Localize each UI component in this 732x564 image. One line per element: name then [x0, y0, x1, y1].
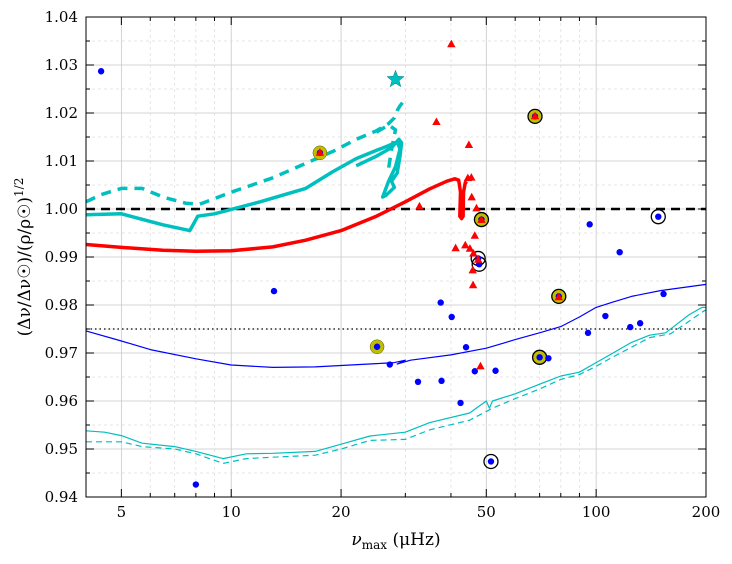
y-tick-label: 1.03 [45, 56, 78, 74]
blue-point [373, 343, 381, 350]
red-triangle-point [470, 231, 479, 239]
tick-labels: 5 10 20 50 100 200 0.94 0.95 0.96 0.97 0.98 0.99 1.0… [45, 8, 721, 521]
y-axis-title: (Δν/Δν☉)/(ρ/ρ☉)1/2 [12, 178, 35, 337]
red-triangle-point [473, 255, 483, 263]
red-triangle-point [468, 280, 478, 289]
series-line-cyan-thin-solid [85, 306, 706, 460]
red-triangle-point [467, 192, 476, 201]
blue-point [457, 399, 464, 407]
y-tick-label: 1.02 [45, 104, 78, 122]
red-triangle-point [415, 201, 424, 210]
blue-point [492, 367, 499, 374]
x-tick-label: 50 [477, 503, 496, 521]
grid [86, 17, 706, 497]
red-triangle-point [476, 361, 485, 370]
blue-point [438, 377, 445, 385]
blue-point [437, 299, 444, 306]
x-tick-label: 10 [222, 503, 241, 521]
y-tick-label: 1.01 [45, 152, 78, 170]
red-triangle-point [461, 240, 470, 249]
blue-point [462, 344, 470, 351]
blue-point [192, 481, 200, 488]
blue-point [602, 312, 609, 320]
y-tick-label: 0.97 [45, 344, 78, 362]
cyan-star-point [386, 69, 405, 88]
black-ring-point [551, 288, 567, 305]
x-tick-label: 100 [582, 503, 611, 521]
y-tick-label: 0.98 [45, 296, 78, 314]
red-triangle-point [554, 292, 563, 301]
x-axis-title: νmax (μHz) [351, 530, 440, 552]
series-line-blue-thin-solid [85, 283, 707, 368]
y-tick-label: 0.95 [45, 440, 78, 458]
y-tick-label: 0.94 [45, 488, 78, 506]
red-triangle-point [467, 173, 476, 181]
red-triangle-point [477, 215, 486, 223]
blue-point [660, 290, 667, 298]
red-triangle-point [465, 244, 475, 252]
red-triangle-point [447, 39, 456, 48]
series-line-cyan-thick-dashed-hook [375, 123, 398, 169]
y-tick-label: 1.00 [45, 200, 78, 218]
y-tick-label: 0.99 [45, 248, 78, 266]
black-ring-point [473, 211, 490, 228]
blue-point [97, 68, 105, 75]
blue-point [448, 313, 455, 321]
blue-point [636, 320, 644, 327]
x-tick-label: 5 [117, 503, 127, 521]
blue-point [545, 355, 552, 362]
model-tracks [85, 101, 707, 464]
blue-point [487, 458, 495, 465]
series-line-cyan-thick-solid [85, 137, 404, 233]
blue-point [471, 368, 478, 375]
x-tick-label: 20 [332, 503, 351, 521]
blue-point [270, 287, 278, 295]
red-triangle-point [451, 243, 460, 252]
series-line-cyan-thick-dashed [85, 101, 405, 206]
black-ring-point [483, 453, 499, 470]
blue-point [414, 378, 422, 385]
red-triangle-point [315, 148, 325, 156]
blue-point [616, 249, 623, 256]
blue-point [536, 354, 543, 361]
black-ring-point [527, 108, 543, 125]
blue-point [584, 329, 592, 337]
red-triangle-point [464, 140, 474, 149]
red-triangle-point [530, 111, 540, 120]
red-triangle-point [469, 248, 478, 257]
red-triangle-point [468, 265, 477, 274]
blue-point [586, 221, 593, 228]
blue-point [627, 323, 634, 331]
reference-lines [86, 207, 706, 330]
series-line-red-thick-solid [85, 177, 468, 253]
y-tick-label: 1.04 [45, 8, 78, 26]
ticks [86, 16, 707, 498]
red-triangle-point [432, 117, 441, 125]
y-tick-label: 0.96 [45, 392, 78, 410]
black-ring-point [650, 209, 666, 225]
x-tick-label: 200 [692, 503, 721, 521]
blue-point [386, 361, 394, 368]
blue-point [655, 213, 662, 220]
red-triangle-point [472, 203, 481, 212]
data-points [97, 39, 667, 488]
series-line-cyan-thin-dashed [86, 309, 707, 464]
